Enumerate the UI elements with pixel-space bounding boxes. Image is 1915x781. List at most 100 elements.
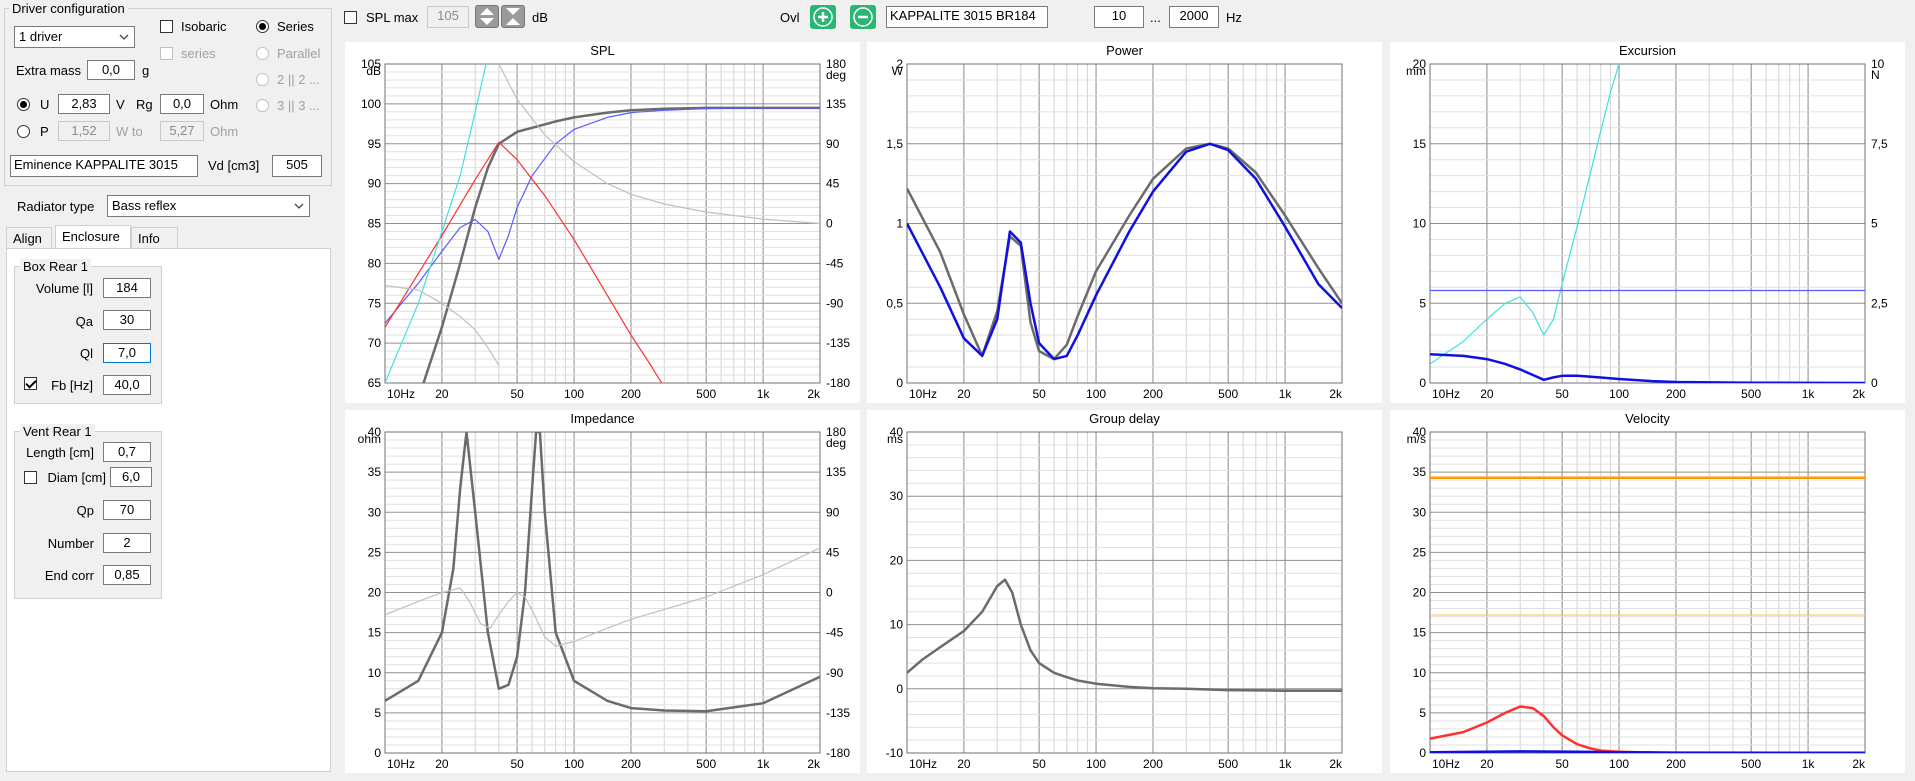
fb-checkbox[interactable] xyxy=(24,377,37,390)
y2-tick-label: -135 xyxy=(826,706,850,720)
y-tick-label: 105 xyxy=(361,57,381,71)
impedance-chart[interactable]: Impedance 40 35 30 25 20 15 10 5 0 ohm 180 135 90 45 0-… xyxy=(345,410,860,773)
series-radio[interactable] xyxy=(256,20,269,33)
extra-mass-input[interactable]: 0,0 xyxy=(87,60,135,80)
chart-title: Group delay xyxy=(1089,411,1160,426)
u-input[interactable]: 2,83 xyxy=(58,94,110,114)
x-tick-label: 50 xyxy=(510,387,524,401)
chart-title: Power xyxy=(1106,43,1144,58)
ql-input[interactable]: 7,0 xyxy=(103,343,151,363)
length-input[interactable]: 0,7 xyxy=(103,442,151,462)
y2-tick-label: 2,5 xyxy=(1871,296,1888,310)
y2-tick-label: 0 xyxy=(826,217,833,231)
y2-tick-label: 135 xyxy=(826,465,846,479)
series-radio-label: Series xyxy=(277,19,314,34)
radiator-type-value: Bass reflex xyxy=(112,198,177,213)
fb-label: Fb [Hz] xyxy=(51,378,93,393)
spl-chart[interactable]: SPL 105 100 95 90 85 80 75 70 65 dB 180 135 90 45 0 -45 -… xyxy=(345,42,860,403)
driver-count-select[interactable]: 1 driver xyxy=(14,26,135,48)
volume-input[interactable]: 184 xyxy=(103,278,151,298)
y-tick-label: 5 xyxy=(374,706,381,720)
x-tick-label: 20 xyxy=(1480,757,1494,771)
fb-input[interactable]: 40,0 xyxy=(103,375,151,395)
x-tick-label: 500 xyxy=(1741,387,1761,401)
x-tick-label: 2k xyxy=(1852,387,1866,401)
x-tick-label: 20 xyxy=(957,387,971,401)
series-line-dark-gray xyxy=(422,106,820,383)
y-tick-label: 20 xyxy=(368,586,382,600)
add-overlay-button[interactable] xyxy=(810,5,836,29)
y-tick-label: 35 xyxy=(1413,465,1427,479)
x-tick-label: 10Hz xyxy=(387,757,415,771)
option-2-2-radio[interactable] xyxy=(256,73,269,86)
spin-updown-button[interactable] xyxy=(475,5,499,28)
power-chart[interactable]: Power 2 1,5 1 0,5 0 W 10Hz 20 50 100 200 500 1k 2k xyxy=(867,42,1382,403)
excursion-chart[interactable]: Excursion 20 15 10 5 0 mm 10 7,5 5 2,5 0 N 10Hz 20 50 10… xyxy=(1390,42,1905,403)
spl-max-checkbox[interactable] xyxy=(344,11,357,24)
end-corr-input[interactable]: 0,85 xyxy=(103,565,151,585)
project-name-field[interactable]: KAPPALITE 3015 BR184 xyxy=(886,6,1048,28)
y-tick-label: 40 xyxy=(890,425,904,439)
driver-name-field[interactable]: Eminence KAPPALITE 3015 xyxy=(10,155,198,177)
w-to-label: W to xyxy=(116,124,143,139)
freq-max-input[interactable]: 2000 xyxy=(1169,6,1219,28)
y-tick-label: 40 xyxy=(1413,425,1427,439)
x-tick-label: 500 xyxy=(1741,757,1761,771)
x-tick-label: 50 xyxy=(1555,387,1569,401)
radiator-type-select[interactable]: Bass reflex xyxy=(107,195,310,217)
box-rear-title: Box Rear 1 xyxy=(20,259,92,274)
group-delay-chart[interactable]: Group delay 40 30 20 10 0 -10 ms 10Hz 20 50 100 200 5… xyxy=(867,410,1382,773)
qp-label: Qp xyxy=(76,503,94,518)
qp-input[interactable]: 70 xyxy=(103,500,151,520)
x-tick-label: 1k xyxy=(1279,387,1293,401)
y-tick-label: 80 xyxy=(368,256,382,270)
y-tick-label: 95 xyxy=(368,137,382,151)
parallel-radio[interactable] xyxy=(256,47,269,60)
option-3-3-radio[interactable] xyxy=(256,99,269,112)
driver-config-title: Driver configuration xyxy=(9,1,128,16)
power-chart-svg: Power 2 1,5 1 0,5 0 W 10Hz 20 50 100 200 500 1k 2k xyxy=(886,43,1343,401)
length-label: Length [cm] xyxy=(26,445,94,460)
y-unit-label: ohm xyxy=(358,432,381,446)
number-input[interactable]: 2 xyxy=(103,533,151,553)
velocity-chart[interactable]: Velocity 40 35 30 25 20 15 10 5 0 m/s 10Hz 20 50 100 20… xyxy=(1390,410,1905,773)
y-tick-label: 1 xyxy=(896,217,903,231)
diam-checkbox[interactable] xyxy=(24,471,37,484)
x-tick-label: 20 xyxy=(1480,387,1494,401)
tab-info[interactable]: Info xyxy=(131,227,178,249)
diam-input[interactable]: 6,0 xyxy=(110,467,152,487)
p-input[interactable]: 1,52 xyxy=(58,121,110,141)
w-to-input[interactable]: 5,27 xyxy=(160,121,204,141)
y-tick-label: 90 xyxy=(368,177,382,191)
vd-value[interactable]: 505 xyxy=(272,155,322,177)
series-line-light-gray xyxy=(498,64,820,225)
series-checkbox[interactable] xyxy=(160,47,173,60)
y2-unit-label: deg xyxy=(826,436,846,450)
qa-input[interactable]: 30 xyxy=(103,310,151,330)
series-group xyxy=(385,432,820,713)
option-3-3-label: 3 || 3 ... xyxy=(277,98,320,113)
rg-label: Rg xyxy=(136,97,153,112)
u-radio[interactable] xyxy=(17,98,30,111)
y-tick-label: 0 xyxy=(1419,746,1426,760)
y2-tick-label: 5 xyxy=(1871,217,1878,231)
tab-align[interactable]: Align xyxy=(6,227,52,249)
p-radio[interactable] xyxy=(17,125,30,138)
x-tick-label: 10Hz xyxy=(1432,387,1460,401)
spl-max-input[interactable]: 105 xyxy=(427,6,469,28)
rg-input[interactable]: 0,0 xyxy=(160,94,204,114)
x-tick-label: 2k xyxy=(807,757,821,771)
y-tick-label: 85 xyxy=(368,217,382,231)
series-line-blue xyxy=(907,142,1342,361)
y2-unit-label: N xyxy=(1871,68,1880,82)
plot-frame xyxy=(384,431,821,754)
spin-inout-button[interactable] xyxy=(501,5,525,28)
series-line-dark-gray xyxy=(907,142,1342,361)
remove-overlay-button[interactable] xyxy=(850,5,876,29)
spl-db-unit: dB xyxy=(532,10,548,25)
y-unit-label: W xyxy=(892,64,904,78)
tab-enclosure[interactable]: Enclosure xyxy=(55,225,131,249)
freq-min-input[interactable]: 10 xyxy=(1094,6,1144,28)
x-tick-label: 200 xyxy=(1143,387,1163,401)
isobaric-checkbox[interactable] xyxy=(160,20,173,33)
